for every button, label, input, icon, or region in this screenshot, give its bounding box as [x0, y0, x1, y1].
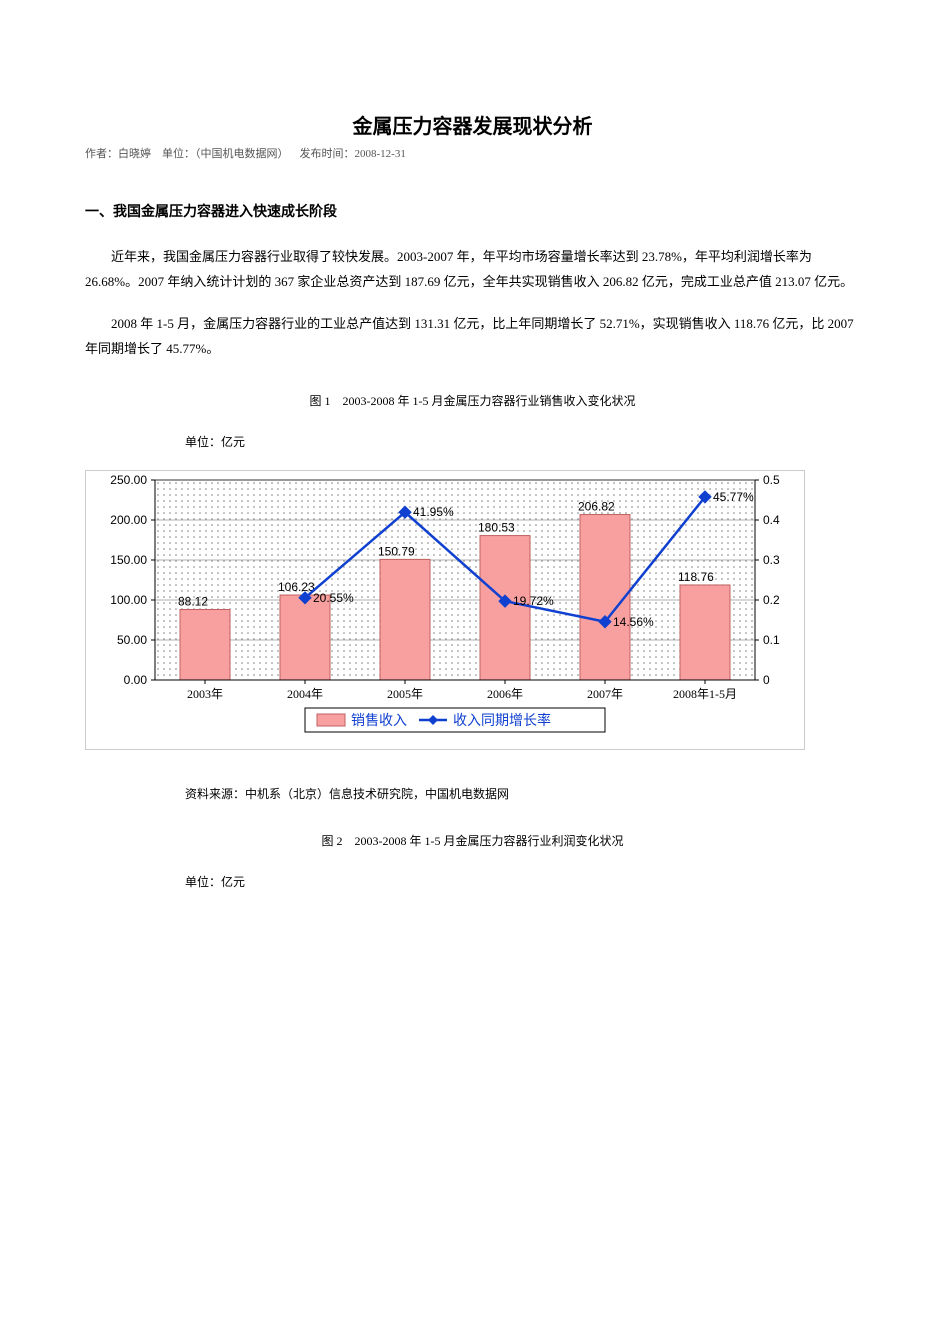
- figure-2-unit: 单位：亿元: [185, 873, 860, 890]
- bar: [680, 585, 730, 680]
- bar-value-label: 150.79: [378, 544, 415, 558]
- paragraph-1: 近年来，我国金属压力容器行业取得了较快发展。2003-2007 年，年平均市场容…: [85, 245, 860, 294]
- svg-text:0: 0: [763, 673, 770, 687]
- svg-text:0.5: 0.5: [763, 473, 780, 487]
- figure-1-source: 资料来源：中机系（北京）信息技术研究院，中国机电数据网: [185, 785, 860, 802]
- x-axis-label: 2006年: [487, 687, 523, 701]
- author-name: 白晓婷: [118, 148, 151, 160]
- legend-label-2: 收入同期增长率: [453, 712, 551, 729]
- bar-value-label: 180.53: [478, 520, 515, 534]
- svg-text:50.00: 50.00: [117, 633, 147, 647]
- x-axis-label: 2004年: [287, 687, 323, 701]
- x-axis-label: 2007年: [587, 687, 623, 701]
- meta-line: 作者：白晓婷 单位：（中国机电数据网） 发布时间：2008-12-31: [85, 145, 860, 161]
- x-axis-label: 2005年: [387, 687, 423, 701]
- x-axis-label: 2008年1-5月: [673, 687, 737, 701]
- svg-text:200.00: 200.00: [110, 513, 147, 527]
- svg-text:0.4: 0.4: [763, 513, 780, 527]
- bar: [380, 559, 430, 680]
- page-title: 金属压力容器发展现状分析: [85, 110, 860, 139]
- bar: [180, 609, 230, 679]
- publish-date: 2008-12-31: [355, 148, 406, 160]
- line-value-label: 41.95%: [413, 505, 454, 519]
- legend-swatch-bar: [317, 714, 345, 726]
- unit-label: 单位：: [162, 148, 195, 160]
- svg-text:250.00: 250.00: [110, 473, 147, 487]
- svg-text:0.1: 0.1: [763, 633, 780, 647]
- line-value-label: 14.56%: [613, 615, 654, 629]
- date-label: 发布时间：: [300, 148, 355, 160]
- x-axis-label: 2003年: [187, 687, 223, 701]
- line-value-label: 19.72%: [513, 594, 554, 608]
- bar-value-label: 118.76: [678, 570, 714, 584]
- svg-text:100.00: 100.00: [110, 593, 147, 607]
- unit-name: （中国机电数据网）: [195, 148, 289, 160]
- section-1-heading: 一、我国金属压力容器进入快速成长阶段: [85, 201, 860, 221]
- svg-text:0.3: 0.3: [763, 553, 780, 567]
- chart-1: 0.00 50.00 100.00 150.00 200.00 250.00 0 0.1 0.2…: [85, 470, 805, 750]
- bar-value-label: 206.82: [578, 499, 615, 513]
- bar: [280, 595, 330, 680]
- bar-value-label: 88.12: [178, 594, 208, 608]
- bar-value-label: 106.23: [278, 580, 315, 594]
- figure-1-title: 图 1 2003-2008 年 1-5 月金属压力容器行业销售收入变化状况: [85, 392, 860, 409]
- bar: [580, 514, 630, 679]
- line-value-label: 45.77%: [713, 490, 754, 504]
- svg-text:0.00: 0.00: [124, 673, 148, 687]
- author-label: 作者：: [85, 148, 118, 160]
- figure-2-title: 图 2 2003-2008 年 1-5 月金属压力容器行业利润变化状况: [85, 832, 860, 849]
- line-value-label: 20.55%: [313, 591, 354, 605]
- legend-label-1: 销售收入: [351, 713, 407, 729]
- svg-text:0.2: 0.2: [763, 593, 780, 607]
- chart-1-container: 0.00 50.00 100.00 150.00 200.00 250.00 0 0.1 0.2…: [85, 470, 860, 755]
- figure-1-unit: 单位：亿元: [185, 433, 860, 450]
- svg-text:150.00: 150.00: [110, 553, 147, 567]
- paragraph-2: 2008 年 1-5 月，金属压力容器行业的工业总产值达到 131.31 亿元，…: [85, 312, 860, 361]
